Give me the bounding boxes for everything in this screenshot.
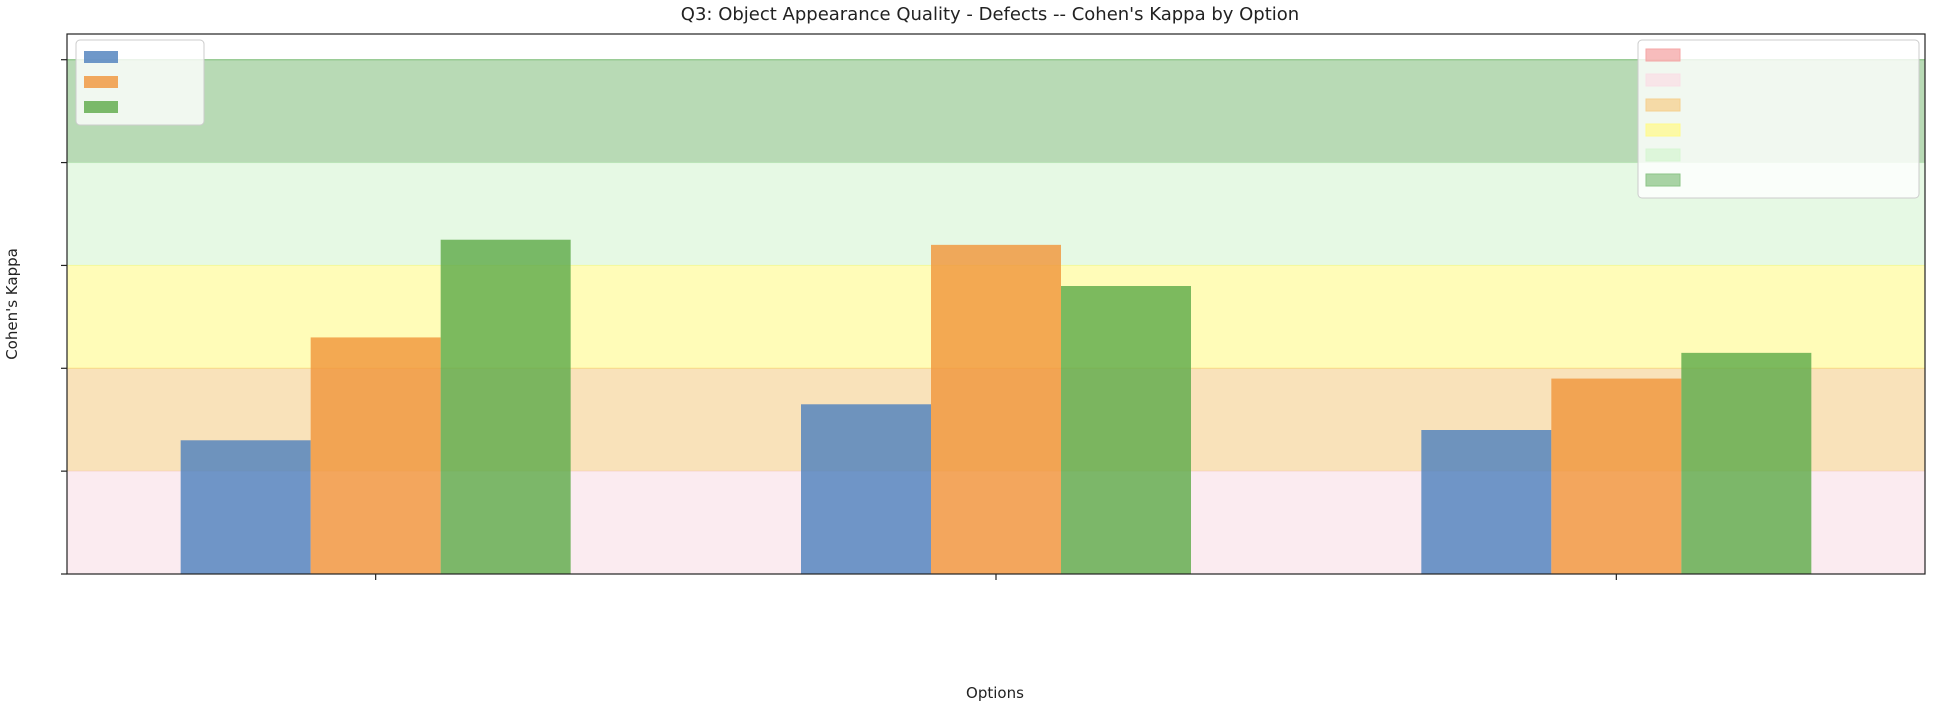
series-legend [75, 39, 205, 126]
band-legend-swatch [1645, 73, 1681, 87]
bar-redcaps-2 [1421, 430, 1552, 574]
bar-sbucaps-0 [310, 337, 441, 574]
band-legend-swatch [1645, 123, 1681, 137]
x-axis-label: Options [966, 684, 1024, 702]
legend-swatch-cc [84, 101, 118, 113]
band-legend-box [1637, 39, 1920, 199]
x-axis [375, 574, 1617, 580]
bar-redcaps-1 [801, 404, 931, 574]
band-legend [1637, 39, 1920, 199]
bar-redcaps-0 [180, 440, 311, 574]
y-axis-label: Cohen's Kappa [3, 248, 21, 360]
band-legend-swatch [1645, 98, 1681, 112]
band-legend-swatch [1645, 148, 1681, 162]
bar-sbucaps-2 [1551, 378, 1682, 574]
bar-cc-1 [1061, 286, 1191, 574]
bar-cc-2 [1681, 352, 1812, 574]
band-almost-perfect-agreement [67, 59, 1925, 163]
y-axis [61, 59, 67, 575]
bar-sbucaps-1 [931, 244, 1061, 574]
bars [180, 239, 1812, 574]
legend-swatch-sbucaps [84, 76, 118, 88]
chart-title: Q3: Object Appearance Quality - Defects … [681, 4, 1299, 25]
band-legend-swatch [1645, 173, 1681, 187]
bar-cc-0 [440, 239, 571, 574]
legend-swatch-redcaps [84, 51, 118, 63]
band-legend-swatch [1645, 48, 1681, 62]
